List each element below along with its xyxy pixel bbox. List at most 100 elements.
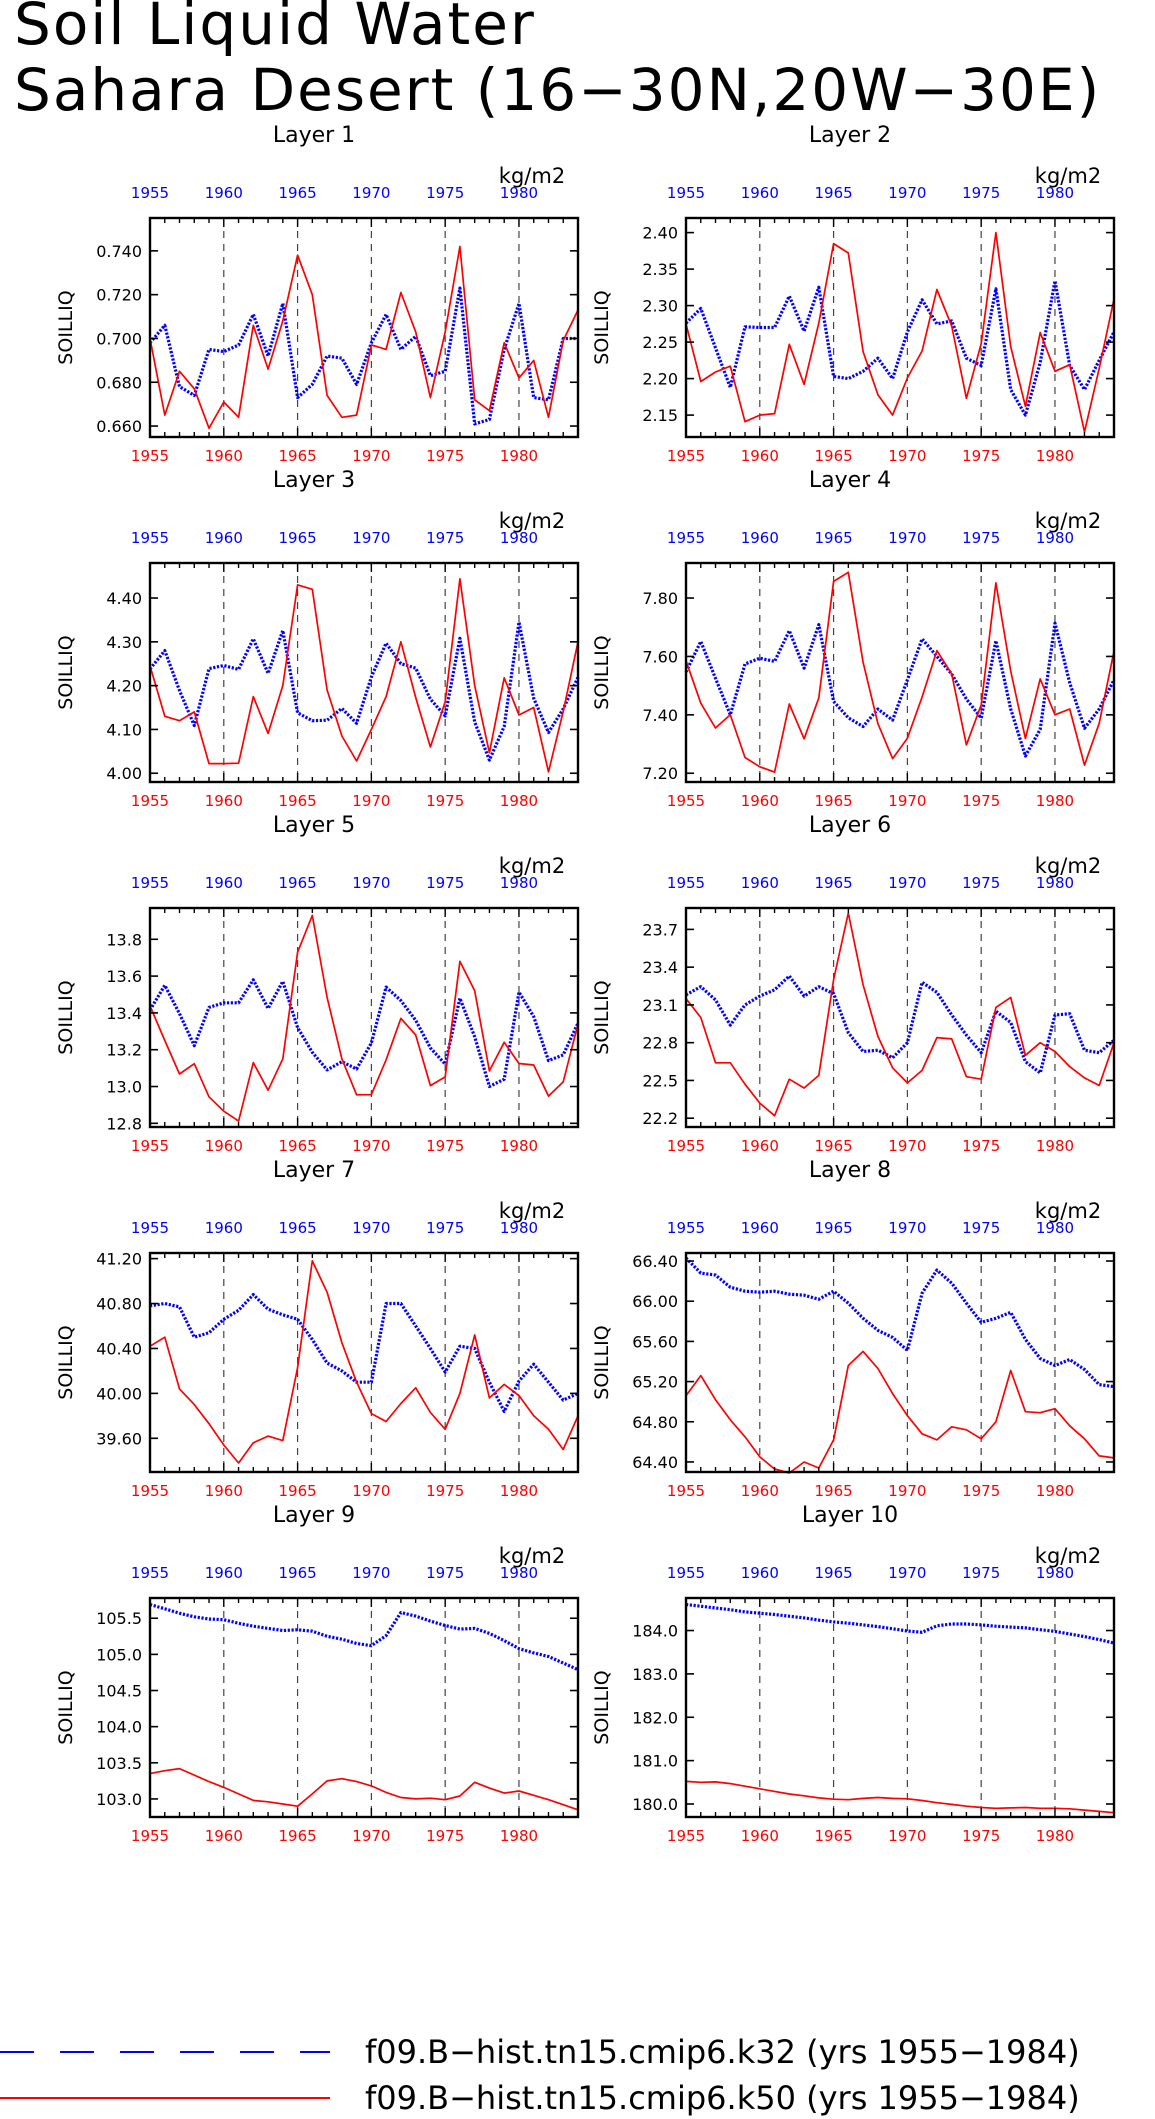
x-tick-label-bottom: 1960 — [741, 1482, 779, 1500]
y-tick-label: 7.80 — [642, 589, 678, 608]
series-line-k32 — [684, 621, 1116, 758]
panel-4: Layer 4 kg/m2 7.20 7.40 7.60 7.80 SOILLIQ 1955 1… — [591, 468, 1116, 810]
panel-6: Layer 6 kg/m2 22.2 22.5 22.8 23.1 23.4 23.7 SOIL… — [591, 813, 1116, 1155]
y-tick-label: 4.40 — [106, 589, 142, 608]
plot-frame — [148, 216, 580, 439]
x-tick-label-top: 1965 — [278, 1564, 316, 1582]
legend-label-k32: f09.B−hist.tn15.cmip6.k32 (yrs 1955−1984… — [365, 2033, 1080, 2071]
x-tick-label-bottom: 1955 — [667, 1482, 705, 1500]
x-tick-label-bottom: 1975 — [962, 1827, 1000, 1845]
x-tick-label-bottom: 1970 — [888, 1827, 926, 1845]
series-line-k50 — [685, 1780, 1115, 1814]
x-tick-label-top: 1965 — [278, 184, 316, 202]
figure-title-line-2: Sahara Desert (16−30N,20W−30E) — [14, 56, 1101, 124]
x-tick-label-top: 1955 — [131, 184, 169, 202]
units-label: kg/m2 — [1035, 164, 1101, 188]
series-line-k50 — [149, 577, 579, 773]
x-tick-label-top: 1970 — [352, 874, 390, 892]
x-tick-label-top: 1960 — [741, 1219, 779, 1237]
units-label: kg/m2 — [499, 854, 565, 878]
x-tick-label-top: 1970 — [352, 1219, 390, 1237]
panel-title: Layer 7 — [273, 1158, 355, 1183]
x-tick-label-top: 1970 — [888, 874, 926, 892]
x-tick-label-bottom: 1955 — [131, 447, 169, 465]
x-tick-label-top: 1960 — [741, 1564, 779, 1582]
x-tick-label-bottom: 1960 — [205, 1137, 243, 1155]
series-line-k32 — [685, 974, 1116, 1075]
y-axis-label: SOILLIQ — [591, 635, 613, 709]
x-tick-label-bottom: 1970 — [352, 792, 390, 810]
series-line-k32 — [148, 286, 578, 426]
y-tick-label: 182.0 — [632, 1708, 678, 1727]
y-tick-label: 104.5 — [96, 1682, 142, 1701]
y-tick-label: 23.1 — [642, 996, 678, 1015]
x-tick-label-bottom: 1970 — [888, 792, 926, 810]
y-tick-label: 22.2 — [642, 1109, 678, 1128]
y-tick-label: 41.20 — [96, 1250, 142, 1269]
x-tick-label-top: 1955 — [667, 529, 705, 547]
y-tick-label: 0.700 — [96, 329, 142, 348]
x-tick-label-top: 1980 — [1036, 184, 1074, 202]
x-tick-label-top: 1965 — [278, 529, 316, 547]
x-tick-label-bottom: 1965 — [278, 1137, 316, 1155]
y-axis-label: SOILLIQ — [55, 1325, 77, 1399]
y-tick-label: 0.720 — [96, 286, 142, 305]
figure-title-line-1: Soil Liquid Water — [14, 0, 536, 58]
panel-10: Layer 10 kg/m2 180.0 181.0 182.0 183.0 184.0 SO… — [591, 1503, 1116, 1845]
units-label: kg/m2 — [499, 1544, 565, 1568]
x-tick-label-top: 1975 — [962, 184, 1000, 202]
plot-frame — [148, 1251, 580, 1474]
x-tick-label-top: 1960 — [205, 1564, 243, 1582]
y-tick-label: 4.20 — [106, 677, 142, 696]
panel-title: Layer 10 — [802, 1503, 898, 1528]
y-tick-label: 40.40 — [96, 1339, 142, 1358]
y-axis-label: SOILLIQ — [55, 290, 77, 364]
panel-9: Layer 9 kg/m2 103.0 103.5 104.0 104.5 105.0 105… — [55, 1503, 580, 1845]
plot-frame — [148, 1596, 580, 1819]
y-tick-label: 7.20 — [642, 764, 678, 783]
panel-title: Layer 1 — [273, 123, 355, 148]
legend-label-k50: f09.B−hist.tn15.cmip6.k50 (yrs 1955−1984… — [365, 2079, 1080, 2117]
x-tick-label-top: 1955 — [667, 1219, 705, 1237]
x-tick-label-top: 1980 — [1036, 1219, 1074, 1237]
y-tick-label: 65.20 — [632, 1373, 678, 1392]
x-tick-label-bottom: 1975 — [962, 1137, 1000, 1155]
y-tick-label: 2.40 — [642, 224, 678, 243]
x-tick-label-bottom: 1955 — [667, 1827, 705, 1845]
x-tick-label-bottom: 1970 — [888, 447, 926, 465]
panel-title: Layer 3 — [273, 468, 355, 493]
x-tick-label-bottom: 1980 — [500, 1827, 538, 1845]
x-tick-label-bottom: 1965 — [814, 1482, 852, 1500]
x-tick-label-top: 1970 — [888, 529, 926, 547]
y-tick-label: 103.0 — [96, 1790, 142, 1809]
y-tick-label: 0.740 — [96, 242, 142, 261]
y-tick-label: 23.4 — [642, 958, 678, 977]
series-line-k50 — [685, 912, 1115, 1117]
y-tick-label: 13.6 — [106, 967, 142, 986]
x-tick-label-bottom: 1980 — [1036, 1482, 1074, 1500]
y-axis-label: SOILLIQ — [591, 980, 613, 1054]
x-tick-label-top: 1955 — [131, 874, 169, 892]
x-tick-label-bottom: 1965 — [814, 792, 852, 810]
y-tick-label: 13.8 — [106, 930, 142, 949]
y-tick-label: 7.40 — [642, 706, 678, 725]
x-tick-label-top: 1955 — [667, 1564, 705, 1582]
plot-frame — [148, 561, 580, 784]
panel-title: Layer 4 — [809, 468, 891, 493]
series-line-k32 — [148, 620, 580, 762]
x-tick-label-top: 1970 — [888, 184, 926, 202]
x-tick-label-top: 1980 — [500, 184, 538, 202]
series-line-k50 — [685, 231, 1115, 433]
x-tick-label-top: 1975 — [426, 1564, 464, 1582]
x-tick-label-bottom: 1955 — [131, 792, 169, 810]
y-tick-label: 105.5 — [96, 1609, 142, 1628]
plot-frame — [684, 216, 1116, 439]
plot-frame — [684, 561, 1116, 784]
series-line-k50 — [149, 1767, 579, 1811]
x-tick-label-bottom: 1960 — [741, 447, 779, 465]
series-line-k50 — [149, 245, 579, 430]
y-tick-label: 23.7 — [642, 920, 678, 939]
series-line-k50 — [685, 1350, 1115, 1474]
x-tick-label-bottom: 1965 — [814, 447, 852, 465]
x-tick-label-top: 1980 — [500, 529, 538, 547]
